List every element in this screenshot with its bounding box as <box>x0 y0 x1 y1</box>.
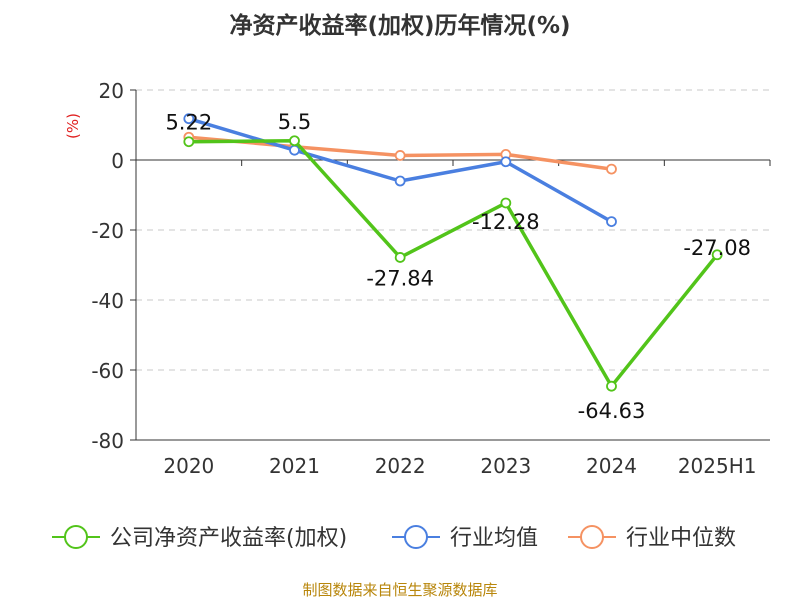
series-line-0 <box>188 139 719 388</box>
x-tick-label: 2020 <box>163 454 214 478</box>
data-point <box>394 150 406 161</box>
y-tick-label: -40 <box>91 289 124 313</box>
chart-title: 净资产收益率(加权)历年情况(%) <box>229 13 571 39</box>
x-tick-label: 2023 <box>480 454 531 478</box>
y-tick-label: -20 <box>91 219 124 243</box>
data-point <box>394 175 406 187</box>
data-point <box>500 156 512 168</box>
data-label: 5.5 <box>278 110 311 134</box>
x-tick-label: 2025H1 <box>678 454 757 478</box>
data-label: -27.84 <box>366 266 434 290</box>
data-point <box>183 136 195 148</box>
x-tick-label: 2022 <box>375 454 426 478</box>
series-line-1 <box>188 117 613 224</box>
legend-marker <box>580 525 604 549</box>
data-point <box>289 144 300 156</box>
legend: 公司净资产收益率(加权) 行业均值 行业中位数 <box>52 525 736 551</box>
series-layer <box>183 113 723 392</box>
data-point <box>606 380 617 392</box>
legend-label: 行业中位数 <box>626 526 736 551</box>
x-tick-label: 2021 <box>269 454 320 478</box>
legend-label: 行业均值 <box>450 526 538 551</box>
data-point <box>606 163 617 175</box>
y-tick-label: 0 <box>111 149 124 173</box>
data-label: -64.63 <box>578 399 646 423</box>
axis-layer: 20 0 -20 -40 -60 -80 2020 2021 2022 2023 2024 2025H… <box>64 79 771 478</box>
data-label: 5.22 <box>165 111 212 135</box>
data-label: -12.28 <box>472 210 540 234</box>
legend-marker <box>404 525 428 549</box>
data-point <box>289 135 300 147</box>
y-tick-label: 20 <box>99 79 124 103</box>
y-tick-label: -60 <box>91 359 124 383</box>
label-layer: 5.22 5.5 -27.84 -12.28 -64.63 -27.08 <box>165 110 751 423</box>
data-point <box>500 197 512 209</box>
data-point <box>606 216 617 228</box>
data-point <box>394 252 406 263</box>
x-tick-label: 2024 <box>586 454 637 478</box>
data-point <box>183 113 195 125</box>
legend-marker <box>64 525 88 549</box>
source-note: 制图数据来自恒生聚源数据库 <box>302 581 498 599</box>
data-point <box>711 249 723 261</box>
legend-label: 公司净资产收益率(加权) <box>110 526 347 551</box>
y-axis-label: (%) <box>64 113 82 139</box>
y-tick-label: -80 <box>91 429 124 453</box>
data-label: -27.08 <box>683 236 751 260</box>
